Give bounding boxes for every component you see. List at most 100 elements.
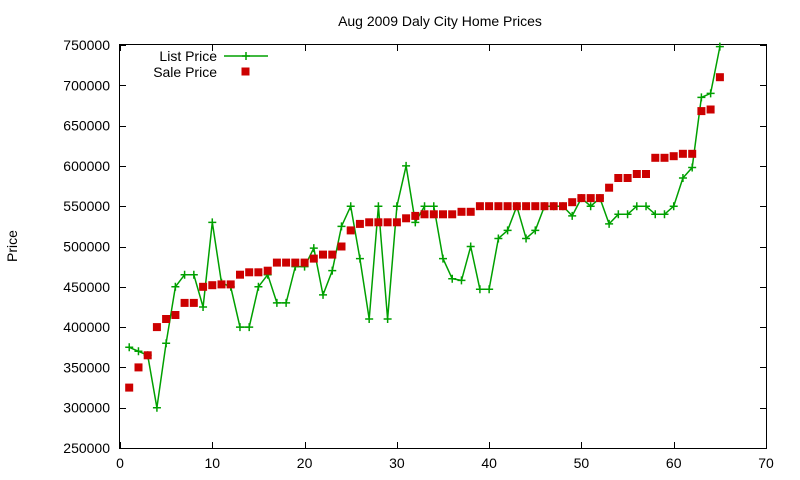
sale-price-point (503, 202, 512, 211)
legend-marker-sale-price (241, 67, 250, 76)
sale-price-point (485, 202, 494, 211)
sale-price-point (632, 170, 641, 178)
sale-price-point (651, 153, 660, 162)
list-price-point (245, 323, 254, 332)
sale-price-point (263, 266, 272, 275)
legend-label-sale-price: Sale Price (153, 64, 217, 80)
list-price-point (475, 285, 484, 294)
list-price-point (466, 242, 475, 251)
list-price-point (254, 282, 263, 291)
list-price-point (365, 315, 374, 324)
sale-price-point (365, 218, 374, 227)
sale-price-point (402, 214, 411, 223)
list-price-point (503, 226, 512, 235)
sale-price-point (522, 202, 531, 211)
y-tick-label: 600000 (63, 158, 110, 174)
list-price-point (383, 315, 392, 324)
y-tick-label: 400000 (63, 319, 110, 335)
axis-ticks: 0 10 20 30 40 50 60 70 250000 300000 350000 400000 4… (63, 37, 774, 471)
y-tick-label: 550000 (63, 198, 110, 214)
list-price-point (531, 226, 540, 235)
sale-price-point (706, 105, 715, 114)
list-price-point (623, 210, 632, 219)
x-tick-label: 50 (574, 455, 590, 471)
sale-price-point (291, 258, 300, 267)
sale-price-point (429, 210, 438, 219)
sale-price-point (678, 149, 687, 158)
legend-marker-list-price (242, 52, 250, 60)
sale-price-point (586, 194, 595, 203)
sale-price-point (457, 207, 466, 216)
list-price-point (171, 282, 180, 291)
sale-price-point (642, 170, 650, 178)
sale-price-point (226, 280, 235, 289)
sale-price-point (134, 363, 143, 372)
list-price-point (152, 403, 161, 412)
sale-price-point (568, 198, 577, 207)
y-tick-label: 500000 (63, 239, 110, 255)
sale-price-point (669, 152, 678, 161)
sale-price-point (143, 351, 152, 360)
sale-price-point (494, 202, 503, 211)
list-price-point (208, 218, 217, 227)
sale-price-point (448, 210, 457, 219)
list-price-point (439, 254, 447, 263)
list-price-point (706, 89, 715, 98)
sale-price-point (411, 211, 420, 220)
x-tick-label: 20 (297, 455, 313, 471)
y-tick-label: 250000 (63, 440, 110, 456)
list-price-point (457, 276, 466, 285)
sale-price-point (697, 107, 706, 116)
chart-title: Aug 2009 Daly City Home Prices (338, 13, 542, 29)
sale-price-point (559, 202, 567, 211)
y-tick-label: 450000 (63, 279, 110, 295)
list-price-point (319, 290, 328, 299)
sale-price-point (392, 218, 401, 227)
list-price-point (660, 210, 669, 219)
sale-price-point (189, 298, 198, 307)
x-tick-label: 0 (116, 455, 124, 471)
sale-price-point (199, 282, 208, 291)
x-tick-label: 70 (758, 455, 774, 471)
sale-price-point (346, 226, 355, 235)
list-price-point (162, 339, 171, 348)
sale-price-point (595, 194, 604, 203)
list-price-point (429, 202, 438, 211)
sale-price-point (577, 194, 586, 203)
sale-price-point (162, 315, 171, 323)
list-price-point (420, 202, 429, 211)
sale-price-point (272, 258, 281, 267)
sale-price-point (217, 280, 226, 289)
y-axis-label: Price (4, 230, 20, 262)
list-price-point (614, 210, 623, 219)
list-price-point (199, 302, 208, 311)
list-price-point (374, 202, 383, 211)
sale-price-point (614, 174, 623, 182)
sale-price-point (605, 183, 614, 192)
sale-price-point (300, 258, 309, 267)
list-price-point (392, 202, 401, 211)
sale-price-point (152, 323, 161, 332)
sale-price-point (475, 202, 484, 211)
list-price-point (180, 270, 189, 279)
sale-price-point (374, 218, 383, 227)
sale-price-point (171, 311, 180, 319)
sale-price-point (549, 202, 558, 211)
sale-price-point (540, 202, 549, 211)
list-price-point (189, 270, 198, 279)
list-price-point (309, 244, 318, 253)
list-price-point (688, 163, 697, 172)
legend: List Price Sale Price (153, 48, 268, 80)
sale-price-point (420, 210, 429, 219)
list-price-point (328, 266, 337, 275)
x-tick-label: 40 (481, 455, 497, 471)
list-price-point (125, 343, 134, 352)
sale-price-point (466, 207, 475, 216)
list-price-point (282, 298, 291, 307)
list-price-point (586, 202, 595, 211)
sale-price-point (245, 268, 254, 277)
list-price-point (642, 202, 651, 211)
data-series (125, 42, 724, 412)
x-tick-label: 10 (204, 455, 220, 471)
